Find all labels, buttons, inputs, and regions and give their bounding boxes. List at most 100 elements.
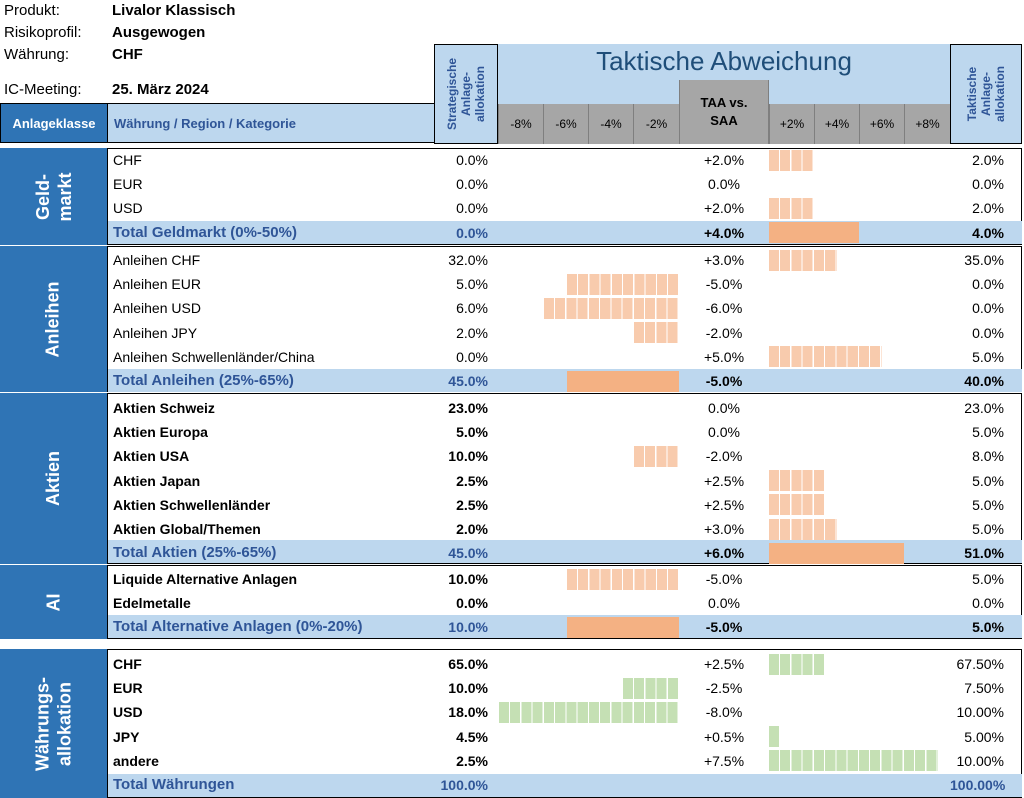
total-deviation-bar xyxy=(769,222,859,244)
row-taa-value: 0.0% xyxy=(972,276,1004,293)
row-saa-value: 10.0% xyxy=(448,571,488,587)
header-strategische-cell xyxy=(434,44,498,144)
row-taa-value: 5.0% xyxy=(972,424,1004,441)
row-label: Anleihen CHF xyxy=(113,252,201,268)
header-taktische-alloc: Taktische Anlage-allokation xyxy=(965,66,1007,123)
row-label: USD xyxy=(113,200,143,217)
row-saa-value: 10.0% xyxy=(448,448,488,465)
row-saa-value: 10.0% xyxy=(448,680,488,697)
deviation-bar xyxy=(622,677,679,699)
deviation-bar xyxy=(769,470,826,492)
total-taa-value: 5.0% xyxy=(972,619,1004,636)
row-label: USD xyxy=(113,704,143,721)
ic-meeting-date: 25. März 2024 xyxy=(112,81,209,98)
total-deviation-bar xyxy=(566,370,679,392)
row-taa-value: 5.0% xyxy=(972,521,1004,537)
total-band-ai xyxy=(108,615,1022,638)
risikoprofil-label: Risikoprofil: xyxy=(4,24,82,41)
deviation-bar xyxy=(634,322,679,344)
total-band-waehrung xyxy=(108,774,1022,797)
row-deviation-value: +2.0% xyxy=(703,200,745,217)
row-saa-value: 2.5% xyxy=(456,496,488,513)
row-label: Aktien Schweiz xyxy=(113,400,215,416)
row-taa-value: 2.0% xyxy=(972,152,1004,168)
row-label: EUR xyxy=(113,176,143,193)
row-label: Anleihen EUR xyxy=(113,276,201,293)
row-saa-value: 0.0% xyxy=(456,200,488,217)
group-waehrung-label: Währungs-allokation xyxy=(0,649,108,798)
row-taa-value: 0.0% xyxy=(972,300,1004,317)
row-saa-value: 0.0% xyxy=(456,176,488,193)
row-taa-value: 5.0% xyxy=(972,348,1004,365)
total-label: Total Aktien (25%-65%) xyxy=(113,544,277,562)
total-deviation-value: +4.0% xyxy=(703,224,745,241)
total-deviation-bar xyxy=(566,616,679,638)
row-deviation-value: -2.0% xyxy=(705,324,743,341)
row-taa-value: 8.0% xyxy=(972,448,1004,465)
row-deviation-value: +3.0% xyxy=(703,521,745,537)
row-label: Edelmetalle xyxy=(113,595,191,612)
row-saa-value: 4.5% xyxy=(456,728,488,745)
total-label: Total Anleihen (25%-65%) xyxy=(113,372,294,389)
row-taa-value: 0.0% xyxy=(972,595,1004,612)
row-label: Liquide Alternative Anlagen xyxy=(113,571,298,587)
total-deviation-value: -5.0% xyxy=(705,373,743,389)
row-deviation-value: -5.0% xyxy=(705,276,743,293)
waehrung-label: Währung: xyxy=(4,46,70,63)
header-anlageklasse: Anlageklasse xyxy=(0,103,108,143)
deviation-bar xyxy=(769,494,826,516)
row-deviation-value: +7.5% xyxy=(703,752,745,769)
row-label: Aktien Global/Themen xyxy=(113,521,261,537)
row-deviation-value: 0.0% xyxy=(708,400,740,416)
row-taa-value: 0.0% xyxy=(972,176,1004,193)
row-label: Aktien Schwellenländer xyxy=(113,496,271,513)
row-label: Aktien Europa xyxy=(113,424,208,441)
row-taa-value: 5.0% xyxy=(972,472,1004,489)
total-deviation-bar xyxy=(769,542,904,564)
row-saa-value: 2.5% xyxy=(456,752,488,769)
deviation-bar xyxy=(634,445,679,467)
row-taa-value: 0.0% xyxy=(972,324,1004,341)
row-saa-value: 0.0% xyxy=(456,348,488,365)
total-label: Total Alternative Anlagen (0%-20%) xyxy=(113,618,363,636)
tick-minus-6: -6% xyxy=(543,104,588,144)
row-deviation-value: 0.0% xyxy=(708,424,740,441)
row-saa-value: 0.0% xyxy=(456,595,488,612)
header-taktische-alloc-cell xyxy=(950,44,1022,144)
group-anleihen-label: Anleihen xyxy=(0,246,108,392)
produkt-label: Produkt: xyxy=(4,2,60,19)
row-saa-value: 18.0% xyxy=(448,704,488,721)
total-saa-value: 100.0% xyxy=(440,777,488,793)
row-label: JPY xyxy=(113,728,140,745)
deviation-bar xyxy=(769,653,826,675)
group-aktien-label: Aktien xyxy=(0,393,108,564)
row-taa-value: 5.00% xyxy=(964,728,1004,745)
total-saa-value: 0.0% xyxy=(456,224,488,241)
header-taktische-title: Taktische Abweichung xyxy=(596,46,852,76)
row-saa-value: 5.0% xyxy=(456,424,488,441)
row-saa-value: 6.0% xyxy=(456,300,488,317)
deviation-bar xyxy=(769,750,938,772)
deviation-bar xyxy=(566,273,679,295)
total-taa-value: 100.00% xyxy=(950,777,1006,793)
header-taa-vs-saa: TAA vs. SAA xyxy=(679,80,769,144)
row-taa-value: 10.00% xyxy=(956,704,1004,721)
header-kategorie: Währung / Region / Kategorie xyxy=(108,103,434,143)
tick-minus-8: -8% xyxy=(498,104,543,144)
tick-minus-2: -2% xyxy=(633,104,679,144)
row-deviation-value: 0.0% xyxy=(708,176,740,193)
group-geldmarkt-label: Geld-markt xyxy=(0,148,108,245)
row-deviation-value: -2.0% xyxy=(705,448,743,465)
total-saa-value: 10.0% xyxy=(448,619,488,636)
risikoprofil-value: Ausgewogen xyxy=(112,24,206,41)
row-label: Anleihen Schwellenländer/China xyxy=(113,348,315,365)
row-deviation-value: +0.5% xyxy=(703,728,745,745)
row-deviation-value: +5.0% xyxy=(703,348,745,365)
row-saa-value: 2.0% xyxy=(456,324,488,341)
total-deviation-value: +6.0% xyxy=(703,545,745,562)
deviation-bar xyxy=(769,346,882,368)
row-saa-value: 5.0% xyxy=(456,276,488,293)
deviation-bar xyxy=(769,197,814,219)
row-saa-value: 32.0% xyxy=(448,252,488,268)
row-taa-value: 5.0% xyxy=(972,571,1004,587)
